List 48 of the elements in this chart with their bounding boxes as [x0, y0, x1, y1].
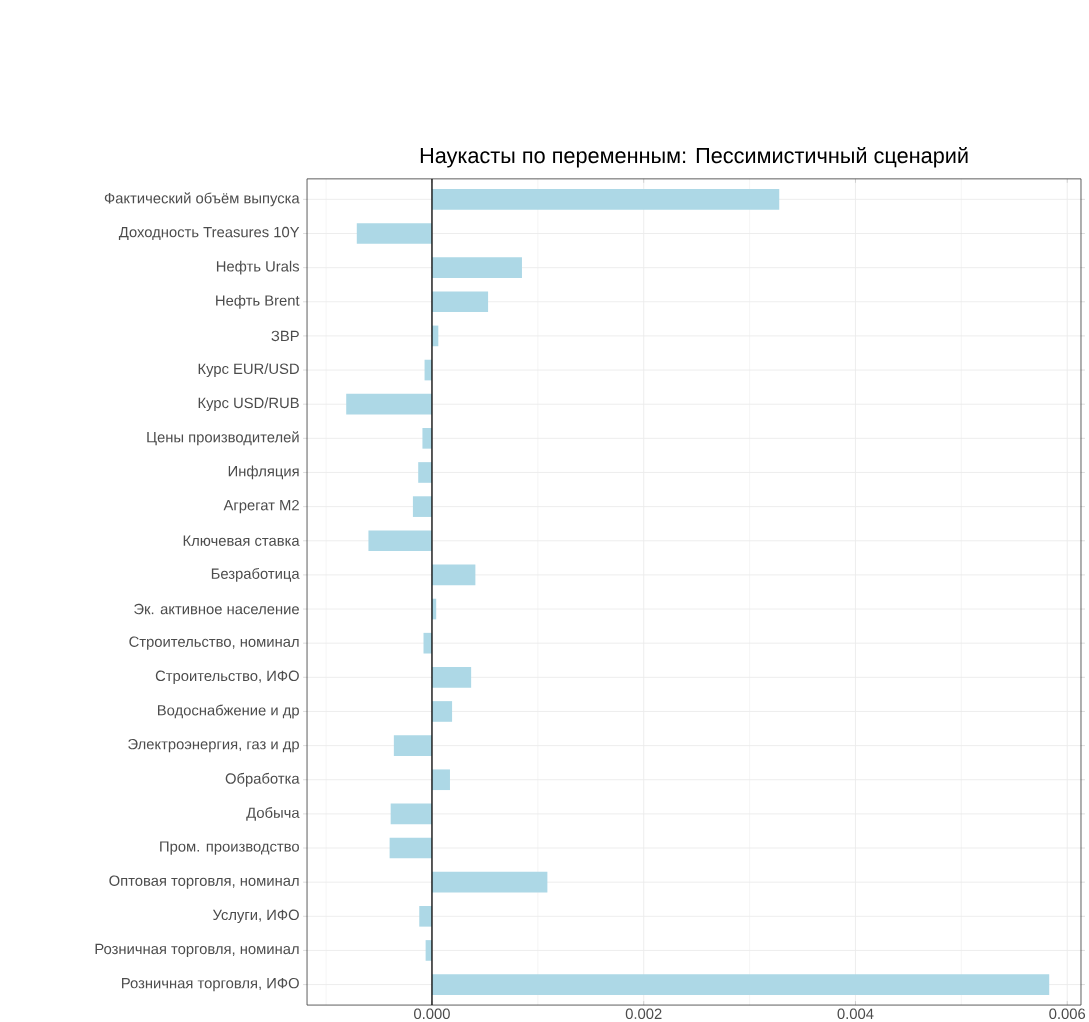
bar: [368, 530, 432, 551]
y-tick-label: Строительство, ИФО: [155, 670, 299, 684]
y-tick-label: Розничная торговля, ИФО: [122, 977, 299, 992]
bar: [412, 496, 432, 517]
x-tick-label: 0.004: [837, 1008, 874, 1019]
bar: [431, 700, 453, 722]
y-tick-label: Доходность Treasures 10Y: [118, 226, 300, 240]
bar: [390, 803, 432, 825]
bar: [431, 188, 780, 210]
y-tick-label: Пром. производство: [160, 841, 299, 855]
x-tick-label: 0.000: [414, 1008, 450, 1019]
bar: [431, 257, 522, 278]
y-tick-label: Нефть Brent: [216, 294, 300, 309]
bar: [418, 462, 432, 483]
y-tick-label: Эк. активное население: [134, 603, 299, 615]
bar: [393, 735, 432, 756]
y-tick-label: Нефть Urals: [216, 260, 300, 275]
y-tick-label: Водоснабжение и др: [158, 704, 299, 719]
y-tick-label: Электроэнергия, газ и др: [128, 738, 299, 753]
bar: [431, 564, 476, 586]
y-tick-label: Розничная торговля, номинал: [95, 943, 299, 957]
y-tick-label: Агрегат М2: [223, 499, 299, 514]
bar: [431, 666, 472, 688]
y-tick-label: Ключевая ставка: [183, 535, 300, 546]
y-tick-label: Фактический объём выпуска: [104, 192, 300, 207]
x-tick-label: 0.006: [1049, 1008, 1086, 1019]
y-tick-label: Безработица: [211, 567, 300, 582]
bar: [346, 393, 432, 415]
bar: [431, 769, 450, 790]
y-tick-label: Курс USD/RUB: [198, 397, 299, 411]
bar: [431, 974, 1050, 995]
y-tick-label: Обработка: [225, 772, 300, 787]
y-tick-label: Услуги, ИФО: [212, 909, 299, 923]
bar: [431, 291, 489, 312]
bar: [389, 837, 432, 859]
y-tick-label: Цены производителей: [147, 431, 299, 446]
x-tick-label: 0.002: [625, 1008, 662, 1019]
bar: [419, 905, 432, 927]
y-tick-label: Инфляция: [228, 465, 299, 480]
y-tick-label: Курс EUR/USD: [198, 363, 299, 377]
chart-title: Наукасты по переменным: Пессимистичный сценарий: [420, 146, 968, 168]
y-tick-label: Добыча: [246, 806, 300, 821]
y-tick-label: ЗВР: [271, 330, 299, 341]
bar: [356, 223, 432, 244]
y-tick-label: Строительство, номинал: [129, 636, 299, 650]
bar: [422, 427, 432, 449]
bar: [431, 871, 548, 893]
y-tick-label: Оптовая торговля, номинал: [109, 875, 299, 889]
